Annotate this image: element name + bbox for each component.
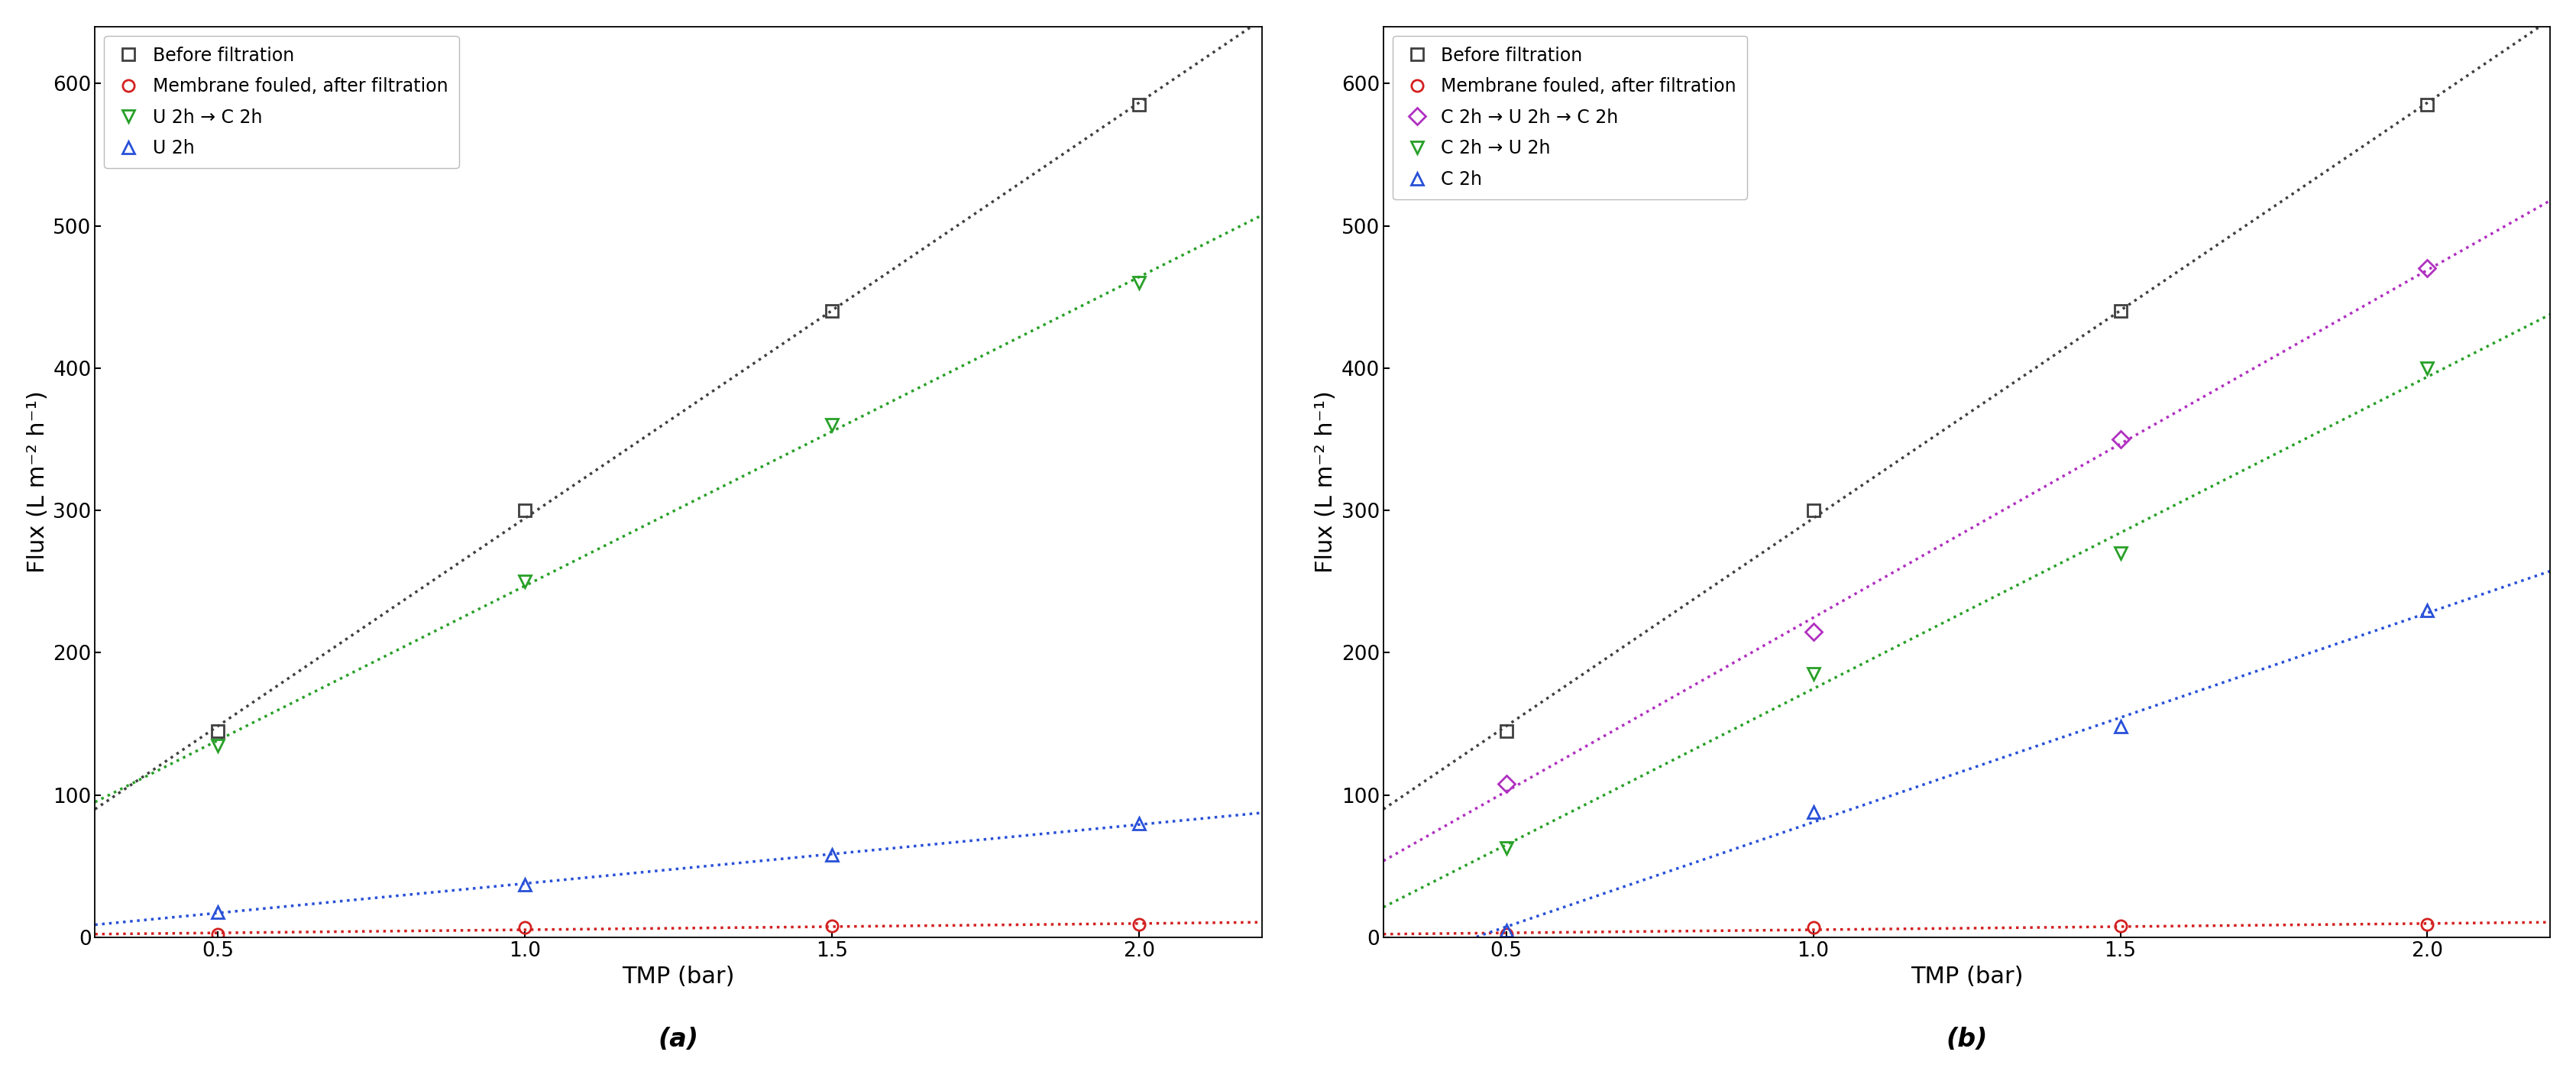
Before filtration [1492,725,1522,738]
X-axis label: TMP (bar): TMP (bar) [1909,965,2022,988]
Membrane fouled, after filtration [2411,918,2442,931]
Text: (a): (a) [657,1027,698,1052]
U 2h → C 2h [1123,277,1154,289]
Line: U 2h: U 2h [211,818,1144,917]
C 2h [2411,603,2442,616]
Y-axis label: Flux (L m⁻² h⁻¹): Flux (L m⁻² h⁻¹) [26,391,49,574]
Line: Before filtration: Before filtration [1499,99,2432,737]
Membrane fouled, after filtration [204,928,234,941]
Membrane fouled, after filtration [1123,918,1154,931]
Line: U 2h → C 2h: U 2h → C 2h [211,277,1144,751]
Membrane fouled, after filtration [2105,920,2136,932]
U 2h [510,878,541,891]
Before filtration [204,725,234,738]
Membrane fouled, after filtration [1492,928,1522,941]
Line: C 2h: C 2h [1499,604,2432,937]
Line: C 2h → U 2h → C 2h: C 2h → U 2h → C 2h [1499,263,2432,789]
C 2h → U 2h [2411,362,2442,375]
U 2h [817,848,848,861]
U 2h [204,906,234,918]
C 2h → U 2h → C 2h [1798,625,1829,638]
Membrane fouled, after filtration [817,920,848,932]
Before filtration [2411,98,2442,111]
Y-axis label: Flux (L m⁻² h⁻¹): Flux (L m⁻² h⁻¹) [1314,391,1337,574]
Line: C 2h → U 2h: C 2h → U 2h [1499,362,2432,853]
Before filtration [1123,98,1154,111]
C 2h [2105,721,2136,734]
Legend: Before filtration, Membrane fouled, after filtration, C 2h → U 2h → C 2h, C 2h →: Before filtration, Membrane fouled, afte… [1391,35,1747,200]
Before filtration [510,504,541,517]
Before filtration [817,304,848,317]
C 2h → U 2h → C 2h [2411,262,2442,274]
Line: Membrane fouled, after filtration: Membrane fouled, after filtration [1499,918,2432,941]
C 2h → U 2h [1492,842,1522,854]
C 2h → U 2h → C 2h [1492,778,1522,790]
U 2h → C 2h [510,576,541,588]
Line: Membrane fouled, after filtration: Membrane fouled, after filtration [211,918,1144,941]
Before filtration [2105,304,2136,317]
Line: Before filtration: Before filtration [211,99,1144,737]
U 2h [1123,817,1154,830]
U 2h → C 2h [204,739,234,752]
Legend: Before filtration, Membrane fouled, after filtration, U 2h → C 2h, U 2h: Before filtration, Membrane fouled, afte… [103,35,459,169]
Membrane fouled, after filtration [1798,921,1829,933]
Text: (b): (b) [1945,1027,1986,1052]
Membrane fouled, after filtration [510,921,541,933]
Before filtration [1798,504,1829,517]
C 2h [1798,805,1829,818]
C 2h → U 2h [1798,668,1829,680]
C 2h → U 2h → C 2h [2105,433,2136,445]
X-axis label: TMP (bar): TMP (bar) [621,965,734,988]
C 2h → U 2h [2105,547,2136,560]
C 2h [1492,924,1522,937]
U 2h → C 2h [817,419,848,431]
